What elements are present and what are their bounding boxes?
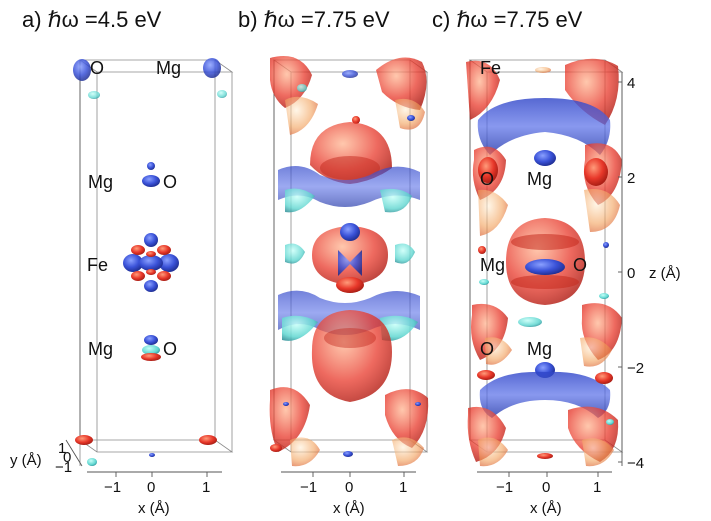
panel-b: b) ℏω =7.75 eV bbox=[238, 7, 429, 517]
panel-b-title: b) ℏω =7.75 eV bbox=[238, 7, 390, 32]
atom-label: Mg bbox=[88, 339, 113, 359]
z-tick-label: 4 bbox=[627, 75, 635, 92]
panel-a-isosurfaces bbox=[73, 58, 227, 466]
atom-label: Fe bbox=[87, 255, 108, 275]
x-axis-title: x (Å) bbox=[138, 500, 170, 517]
panel-c-x-axis: −1 0 1 x (Å) bbox=[477, 471, 612, 517]
z-axis-title: z (Å) bbox=[649, 265, 681, 282]
panel-a-x-axis: −1 0 1 x (Å) bbox=[87, 471, 222, 517]
panel-c-isosurfaces bbox=[466, 58, 622, 467]
z-tick-label: 2 bbox=[627, 170, 635, 187]
y-tick-label: −1 bbox=[55, 459, 72, 476]
atom-label: O bbox=[573, 255, 587, 275]
x-tick-label: 0 bbox=[542, 479, 550, 496]
atom-label: Mg bbox=[88, 172, 113, 192]
atom-label: O bbox=[480, 169, 494, 189]
z-axis: 4 2 0 −2 −4 z (Å) bbox=[618, 72, 681, 472]
atom-label: Fe bbox=[480, 58, 501, 78]
atom-label: O bbox=[163, 172, 177, 192]
z-tick-label: −2 bbox=[627, 360, 644, 377]
atom-label: Mg bbox=[156, 58, 181, 78]
panel-a: a) ℏω =4.5 eV bbox=[10, 7, 234, 517]
x-axis-title: x (Å) bbox=[530, 500, 562, 517]
atom-label: O bbox=[163, 339, 177, 359]
panel-c-atom-labels: Fe O Mg Mg O O Mg bbox=[480, 58, 587, 359]
x-tick-label: −1 bbox=[300, 479, 317, 496]
x-tick-label: 1 bbox=[202, 479, 210, 496]
z-tick-label: 0 bbox=[627, 265, 635, 282]
y-tick-label: 0 bbox=[63, 449, 71, 466]
x-axis-title: x (Å) bbox=[333, 500, 365, 517]
atom-label: Mg bbox=[480, 255, 505, 275]
x-tick-label: −1 bbox=[104, 479, 121, 496]
y-axis-title: y (Å) bbox=[10, 452, 42, 469]
x-tick-label: 0 bbox=[345, 479, 353, 496]
y-axis: y (Å) 1 0 −1 bbox=[10, 439, 83, 476]
y-tick-label: 1 bbox=[58, 440, 66, 457]
x-tick-label: 1 bbox=[399, 479, 407, 496]
atom-label: O bbox=[480, 339, 494, 359]
panel-a-title: a) ℏω =4.5 eV bbox=[22, 7, 162, 32]
panel-a-atom-labels: O Mg Mg O Fe Mg O bbox=[87, 58, 181, 359]
x-tick-label: −1 bbox=[496, 479, 513, 496]
panel-a-box bbox=[78, 59, 234, 466]
atom-label: O bbox=[90, 58, 104, 78]
atom-label: Mg bbox=[527, 339, 552, 359]
atom-label: Mg bbox=[527, 169, 552, 189]
panel-c-title: c) ℏω =7.75 eV bbox=[432, 7, 583, 32]
x-tick-label: 1 bbox=[593, 479, 601, 496]
x-tick-label: 0 bbox=[147, 479, 155, 496]
z-tick-label: −4 bbox=[627, 455, 644, 472]
panel-c: c) ℏω =7.75 eV bbox=[432, 7, 681, 517]
panel-b-x-axis: −1 0 1 x (Å) bbox=[281, 471, 416, 517]
panel-b-isosurfaces bbox=[269, 56, 429, 467]
